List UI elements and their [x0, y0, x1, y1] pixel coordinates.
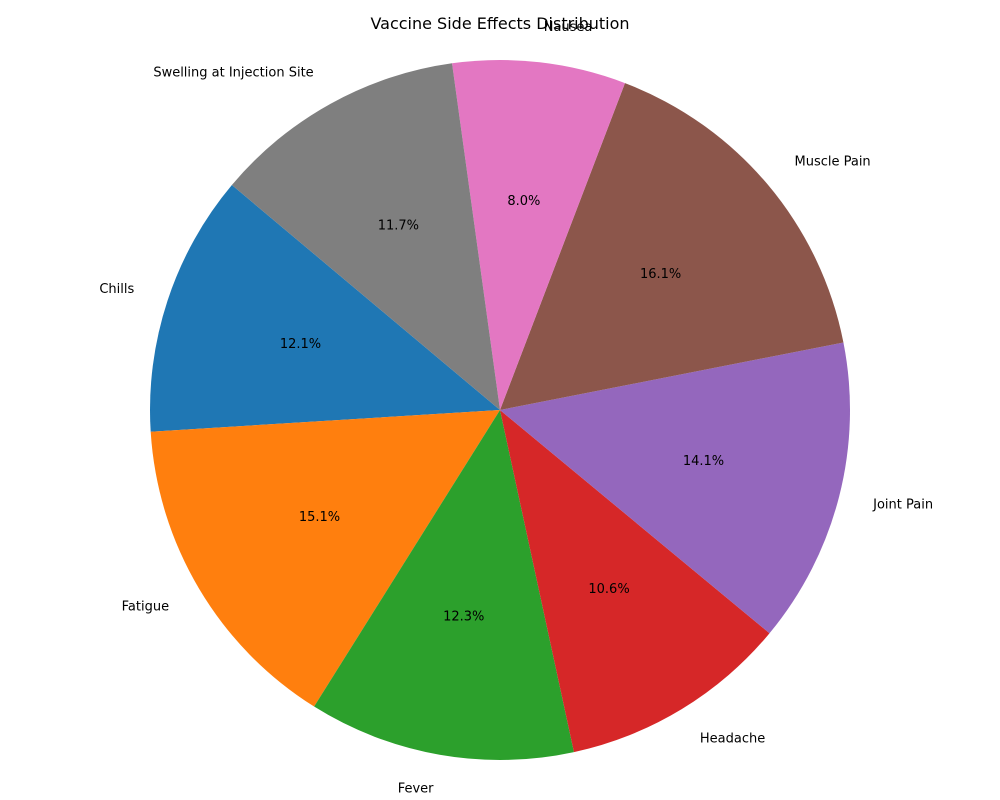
category-label-muscle-pain: Muscle Pain — [794, 155, 870, 170]
pie-labels: Chills 12.1% Fatigue 15.1% Fever 12.3% Headach… — [99, 20, 933, 797]
percent-label-joint-pain: 14.1% — [683, 454, 724, 469]
category-label-joint-pain: Joint Pain — [872, 497, 933, 512]
slice-chills — [150, 185, 500, 432]
slice-swelling-at-injection-site — [231, 63, 500, 411]
slice-fever — [314, 410, 574, 761]
slice-headache — [500, 410, 770, 753]
category-label-fatigue: Fatigue — [122, 599, 169, 614]
slice-nausea — [452, 59, 625, 410]
slice-muscle-pain — [500, 83, 844, 410]
chart-title: Vaccine Side Effects Distribution — [370, 14, 629, 33]
percent-label-swelling-at-injection-site: 11.7% — [378, 219, 419, 234]
category-label-headache: Headache — [700, 732, 765, 747]
percent-label-fatigue: 15.1% — [299, 510, 340, 525]
percent-label-fever: 12.3% — [443, 609, 484, 624]
category-label-chills: Chills — [99, 282, 134, 297]
slice-joint-pain — [500, 342, 851, 634]
percent-label-nausea: 8.0% — [507, 194, 540, 209]
category-label-fever: Fever — [398, 782, 434, 797]
category-label-swelling-at-injection-site: Swelling at Injection Site — [153, 66, 313, 81]
percent-label-headache: 10.6% — [588, 582, 629, 597]
percent-label-muscle-pain: 16.1% — [640, 267, 681, 282]
slice-fatigue — [150, 410, 500, 707]
category-label-nausea: Nausea — [544, 20, 593, 35]
percent-label-chills: 12.1% — [280, 337, 321, 352]
pie-slices — [150, 59, 851, 761]
